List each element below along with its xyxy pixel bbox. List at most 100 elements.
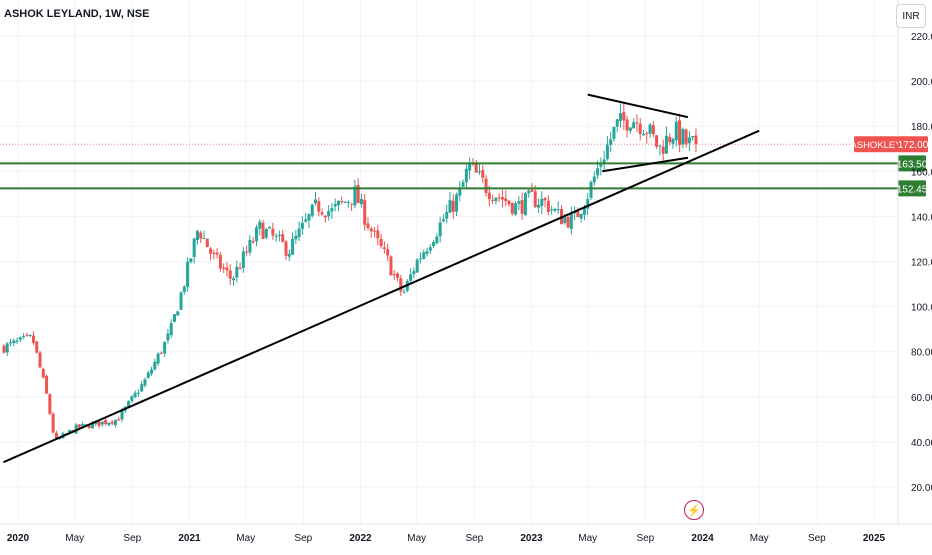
candle-body <box>684 129 688 144</box>
lightning-bolt-icon[interactable]: ⚡ <box>684 500 704 520</box>
candle <box>25 332 29 337</box>
x-tick-label: May <box>407 533 426 544</box>
candle <box>199 230 203 244</box>
candle-body <box>641 133 645 136</box>
candle <box>195 229 199 245</box>
candle <box>668 133 672 146</box>
candle-body <box>81 424 85 427</box>
candle-body <box>172 314 176 322</box>
candle-body <box>556 209 560 211</box>
candle <box>655 135 659 149</box>
candle-body <box>500 197 504 200</box>
candle <box>576 207 580 218</box>
candle <box>500 189 504 208</box>
candle <box>527 188 531 198</box>
candle-body <box>687 137 691 144</box>
candle <box>232 276 236 286</box>
candle-body <box>284 241 288 256</box>
candle <box>589 180 593 201</box>
candle <box>176 310 180 316</box>
candle <box>179 291 183 311</box>
candle-body <box>176 311 180 316</box>
trendline-triangle-upper <box>587 93 689 119</box>
candle <box>389 255 393 276</box>
candle <box>18 336 22 343</box>
candle-body <box>268 227 272 229</box>
candle <box>192 237 196 264</box>
symbol-name-tag <box>854 136 898 153</box>
candle-body <box>451 200 455 212</box>
candle-body <box>527 190 531 194</box>
candle <box>517 196 521 211</box>
y-tick-label: 180.00 <box>911 122 932 133</box>
candle <box>136 389 140 397</box>
candle <box>428 244 432 255</box>
candle-body <box>563 217 567 224</box>
candle <box>537 198 541 214</box>
candle <box>396 272 400 282</box>
candle-body <box>461 182 465 187</box>
candle <box>182 285 186 295</box>
candle-body <box>530 189 534 192</box>
candle-body <box>386 249 390 256</box>
currency-button[interactable]: INR <box>896 4 926 28</box>
candle-body <box>222 267 226 269</box>
candle-body <box>681 128 685 145</box>
x-tick-label: Sep <box>636 533 654 544</box>
candle <box>556 201 560 214</box>
candle-body <box>553 208 557 211</box>
candle-body <box>487 192 491 200</box>
candle <box>510 202 514 216</box>
candle-body <box>35 341 39 353</box>
y-tick-label: 40.00 <box>911 438 932 449</box>
candle <box>113 419 117 428</box>
candle-body <box>396 273 400 278</box>
candle <box>540 191 544 215</box>
candle-body <box>294 235 298 240</box>
y-tick-label: 140.00 <box>911 212 932 223</box>
candle-body <box>668 136 672 143</box>
candle-body <box>520 200 524 214</box>
candle <box>520 192 524 221</box>
candle-body <box>432 242 436 247</box>
support-level-label: 152.45 <box>897 184 928 195</box>
candle <box>464 163 468 189</box>
candle-body <box>651 125 655 135</box>
candle <box>373 227 377 238</box>
candle-body <box>510 203 514 214</box>
candle <box>579 213 583 223</box>
candle-body <box>648 124 652 134</box>
candle-body <box>655 135 659 147</box>
candle-body <box>579 213 583 219</box>
candle-body <box>320 212 324 215</box>
candle-body <box>373 230 377 232</box>
candle <box>100 421 104 427</box>
candle <box>494 197 498 205</box>
candle <box>12 338 16 347</box>
candle-body <box>632 122 636 129</box>
candle-body <box>346 201 350 203</box>
candle-body <box>589 181 593 198</box>
candle-body <box>343 201 347 203</box>
candle-body <box>359 198 363 205</box>
x-tick-label: Sep <box>465 533 483 544</box>
candle <box>336 200 340 212</box>
candle <box>569 206 573 235</box>
candle-body <box>484 178 488 193</box>
trendline-long-term-support <box>3 129 760 464</box>
candle <box>130 395 134 403</box>
support-level-badge <box>898 180 926 197</box>
candle <box>245 245 249 256</box>
candle <box>225 262 229 277</box>
candle <box>409 268 413 285</box>
candle <box>238 262 242 270</box>
candle-body <box>28 334 32 336</box>
candle <box>215 248 219 259</box>
candle-body <box>327 210 331 217</box>
candle <box>592 171 596 186</box>
candle-body <box>445 211 449 219</box>
candle <box>74 423 78 434</box>
candle <box>619 103 623 128</box>
